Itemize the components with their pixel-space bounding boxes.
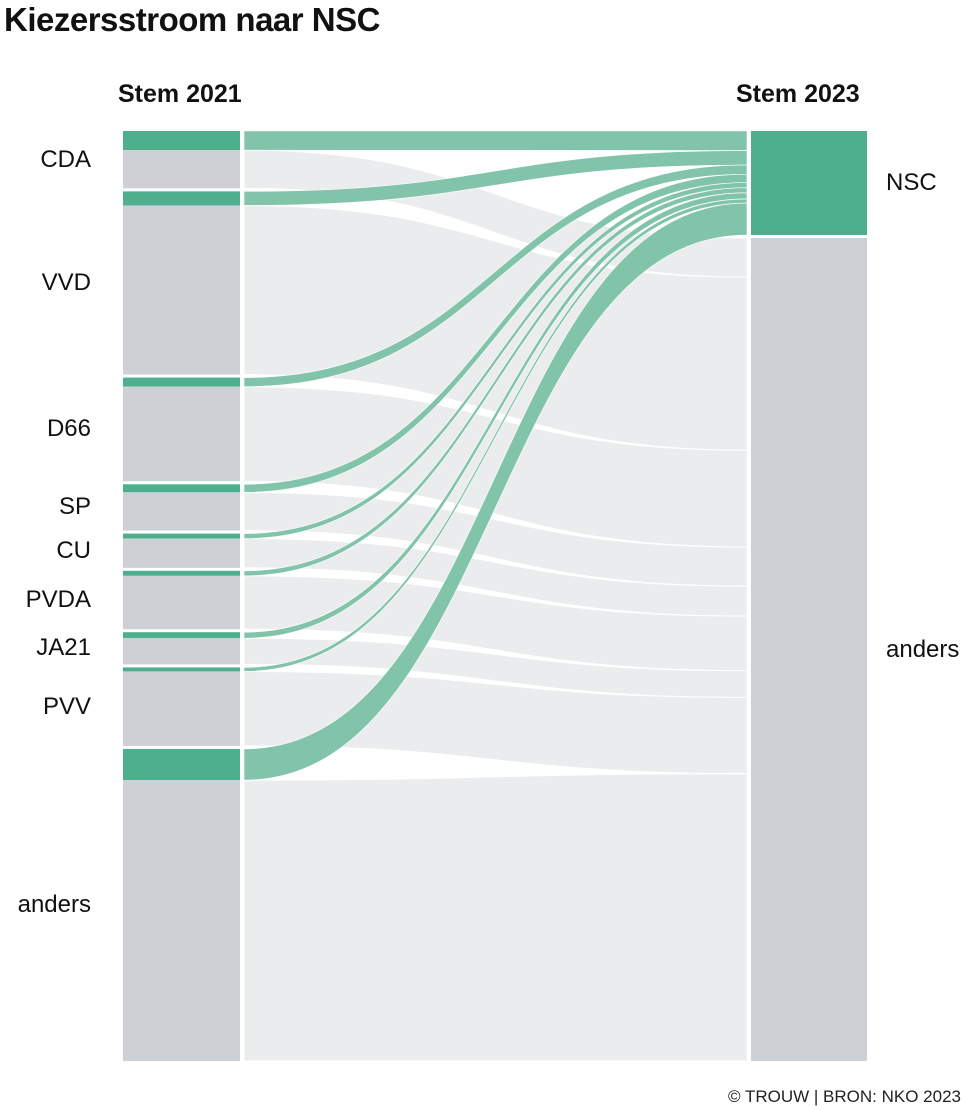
target-label-nsc: NSC: [886, 169, 937, 196]
source-label-vvd: VVD: [41, 268, 91, 296]
target-nodes: [751, 131, 867, 1061]
source-label-anders: anders: [17, 890, 91, 918]
source-label-d66: D66: [46, 415, 91, 443]
target-label-anders: anders: [886, 635, 960, 663]
node-d66-nsc-part: [123, 377, 240, 387]
node-d66-anders-part: [123, 386, 240, 482]
node-anders-anders-part: [123, 780, 240, 1061]
node-anders: [751, 238, 867, 1061]
source-column-label: Stem 2021: [118, 80, 242, 108]
target-column-label: Stem 2023: [736, 80, 860, 108]
source-label-sp: SP: [58, 493, 91, 521]
node-anders-nsc-part: [123, 748, 240, 781]
node-sp-anders-part: [123, 492, 240, 531]
node-cu-anders-part: [123, 538, 240, 568]
node-ja21-nsc-part: [123, 632, 240, 639]
flow-anders-to-nsc: [243, 202, 748, 781]
source-label-cu: CU: [56, 536, 91, 564]
node-pvv-anders-part: [123, 671, 240, 746]
flow-cda-to-nsc: [243, 130, 748, 151]
source-label-ja21: JA21: [36, 634, 91, 662]
node-nsc: [751, 131, 867, 236]
source-label-pvv: PVV: [42, 692, 91, 720]
source-nodes: [123, 131, 240, 1061]
node-pvv-nsc-part: [123, 667, 240, 672]
node-vvd-anders-part: [123, 205, 240, 375]
node-cda-nsc-part: [123, 131, 240, 151]
node-ja21-anders-part: [123, 638, 240, 665]
node-vvd-nsc-part: [123, 191, 240, 206]
source-credit: © TROUW | BRON: NKO 2023: [728, 1087, 961, 1106]
node-pvda-anders-part: [123, 575, 240, 630]
node-pvda-nsc-part: [123, 570, 240, 576]
node-cda-anders-part: [123, 150, 240, 189]
flows-nsc: [243, 130, 748, 781]
node-sp-nsc-part: [123, 484, 240, 493]
chart-title: Kiezersstroom naar NSC: [4, 1, 380, 38]
flows-anders: [243, 149, 748, 1062]
source-label-pvda: PVDA: [25, 586, 91, 613]
source-label-cda: CDA: [40, 145, 91, 173]
node-cu-nsc-part: [123, 533, 240, 539]
flow-anders-to-anders: [243, 773, 748, 1062]
